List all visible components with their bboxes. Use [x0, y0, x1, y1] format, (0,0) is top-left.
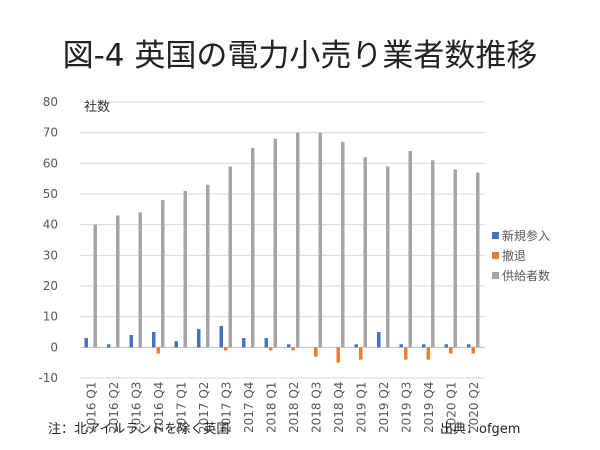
bar-新規参入	[377, 332, 381, 348]
y-tick-label: 60	[43, 156, 58, 170]
bar-撤退	[471, 347, 475, 354]
y-tick-label: -10	[38, 371, 58, 385]
bar-撤退	[336, 347, 340, 363]
y-tick-label: 80	[43, 95, 58, 109]
bar-供給者数	[296, 132, 300, 348]
x-tick-label: 2018 Q3	[309, 382, 323, 433]
bar-供給者数	[273, 138, 277, 348]
x-tick-label: 2017 Q4	[242, 382, 256, 433]
bar-撤退	[449, 347, 453, 354]
bar-撤退	[269, 347, 273, 351]
bar-新規参入	[84, 338, 88, 348]
bar-供給者数	[183, 190, 187, 348]
bar-新規参入	[422, 344, 426, 348]
legend-label: 撤退	[502, 248, 526, 263]
bar-撤退	[224, 347, 228, 351]
source-note: 出典：ofgem	[440, 422, 521, 437]
bar-新規参入	[129, 335, 133, 348]
x-tick-label: 2017 Q1	[174, 382, 188, 433]
bar-撤退	[156, 347, 160, 354]
bar-撤退	[314, 347, 318, 357]
x-tick-label: 2019 Q4	[422, 382, 436, 433]
bar-供給者数	[363, 157, 367, 348]
chart-title: 図-4 英国の電力小売り業者数推移	[62, 38, 538, 74]
bar-供給者数	[228, 166, 232, 348]
bar-供給者数	[318, 132, 322, 348]
y-tick-label: 70	[43, 126, 58, 140]
bar-撤退	[359, 347, 363, 360]
x-tick-label: 2019 Q2	[377, 382, 391, 433]
x-tick-label: 2020 Q1	[444, 382, 458, 433]
bar-新規参入	[174, 341, 178, 348]
x-tick-label: 2017 Q2	[197, 382, 211, 433]
bar-新規参入	[219, 325, 223, 348]
legend-label: 供給者数	[502, 268, 550, 283]
bar-供給者数	[116, 215, 120, 348]
bar-供給者数	[476, 172, 480, 348]
bar-供給者数	[161, 200, 165, 348]
bar-撤退	[426, 347, 430, 360]
bar-新規参入	[197, 328, 201, 348]
legend-swatch	[492, 272, 499, 279]
bar-供給者数	[93, 224, 97, 348]
x-tick-label: 2016 Q2	[107, 382, 121, 433]
bar-新規参入	[399, 344, 403, 348]
x-tick-label: 2017 Q3	[219, 382, 233, 433]
y-tick-label: 40	[43, 218, 58, 232]
bar-供給者数	[138, 212, 142, 348]
bar-撤退	[291, 347, 295, 351]
y-tick-label: 50	[43, 187, 58, 201]
legend-swatch	[492, 232, 499, 239]
x-tick-label: 2020 Q2	[467, 382, 481, 433]
bar-新規参入	[467, 344, 471, 348]
y-tick-label: 20	[43, 279, 58, 293]
bar-供給者数	[386, 166, 390, 348]
footnote: 注：北アイルランドを除く英国	[48, 422, 230, 437]
legend-label: 新規参入	[502, 228, 550, 243]
x-tick-label: 2018 Q4	[332, 382, 346, 433]
x-tick-label: 2016 Q4	[152, 382, 166, 433]
x-tick-label: 2016 Q3	[129, 382, 143, 433]
bar-新規参入	[264, 338, 268, 348]
x-tick-label: 2018 Q1	[264, 382, 278, 433]
bar-新規参入	[444, 344, 448, 348]
x-tick-label: 2016 Q1	[84, 382, 98, 433]
bar-新規参入	[152, 332, 156, 348]
bar-撤退	[404, 347, 408, 360]
bar-供給者数	[453, 169, 457, 348]
bar-供給者数	[341, 141, 345, 348]
legend-swatch	[492, 252, 499, 259]
bar-供給者数	[431, 160, 435, 348]
y-tick-label: 30	[43, 248, 58, 262]
bar-新規参入	[287, 344, 291, 348]
bar-新規参入	[354, 344, 358, 348]
y-axis-label: 社数	[84, 99, 110, 115]
bar-新規参入	[242, 338, 246, 348]
x-tick-label: 2019 Q1	[354, 382, 368, 433]
bar-供給者数	[206, 184, 210, 348]
x-tick-label: 2019 Q3	[399, 382, 413, 433]
bar-新規参入	[107, 344, 111, 348]
bar-供給者数	[408, 151, 412, 348]
bar-供給者数	[251, 148, 255, 348]
y-tick-label: 10	[43, 310, 58, 324]
y-tick-label: 0	[50, 340, 58, 354]
x-tick-label: 2018 Q2	[287, 382, 301, 433]
